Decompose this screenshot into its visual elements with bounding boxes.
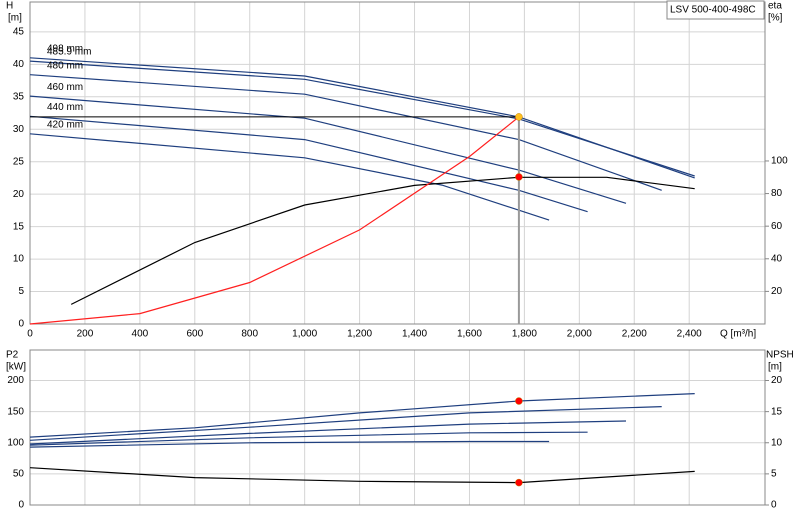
x-tick-label: 1,000 bbox=[292, 329, 317, 340]
y2-tick-label: 100 bbox=[771, 156, 788, 167]
curve bbox=[29, 95, 627, 204]
y2-tick-label: 15 bbox=[771, 406, 783, 417]
y-tick-label: 45 bbox=[13, 27, 25, 38]
y2-unit: [m] bbox=[768, 362, 782, 373]
x-label: Q [m³/h] bbox=[720, 329, 756, 340]
x-tick-label: 2,200 bbox=[622, 329, 647, 340]
curve bbox=[29, 393, 695, 438]
x-tick-label: 1,800 bbox=[512, 329, 537, 340]
curve bbox=[29, 467, 695, 484]
y-tick-label: 35 bbox=[13, 91, 25, 102]
curve-label: 440 mm bbox=[47, 102, 83, 113]
curve bbox=[29, 60, 695, 177]
curve-label: 485.9 mm bbox=[47, 47, 91, 58]
x-tick-label: 800 bbox=[241, 329, 258, 340]
x-tick-label: 600 bbox=[186, 329, 203, 340]
curve bbox=[29, 133, 550, 221]
curve bbox=[70, 176, 695, 305]
y-tick-label: 15 bbox=[13, 221, 25, 232]
operating-point bbox=[515, 173, 523, 181]
y-tick-label: 10 bbox=[13, 254, 25, 265]
curve-label: 460 mm bbox=[47, 82, 83, 93]
curve-label: 498 mm bbox=[47, 43, 83, 54]
y-tick-label: 40 bbox=[13, 59, 25, 70]
x-tick-label: 1,400 bbox=[402, 329, 427, 340]
y-tick-label: 0 bbox=[18, 319, 24, 330]
curve bbox=[29, 420, 627, 445]
curve bbox=[29, 116, 520, 325]
y2-tick-label: 60 bbox=[771, 221, 783, 232]
title-box bbox=[666, 0, 765, 20]
y2-tick-label: 5 bbox=[771, 469, 777, 480]
y-unit: [m] bbox=[8, 13, 22, 24]
curve bbox=[29, 406, 662, 441]
y-tick-label: 50 bbox=[13, 469, 25, 480]
curve bbox=[29, 74, 662, 191]
y2-tick-label: 40 bbox=[771, 253, 783, 264]
y2-label: eta bbox=[768, 1, 782, 12]
curve bbox=[29, 431, 588, 446]
y2-tick-label: 20 bbox=[771, 375, 783, 386]
y-label: H bbox=[6, 1, 13, 12]
y-tick-label: 25 bbox=[13, 156, 25, 167]
y2-tick-label: 80 bbox=[771, 188, 783, 199]
chart-title: LSV 500-400-498C bbox=[670, 5, 756, 16]
curve bbox=[29, 115, 588, 213]
plot-frame bbox=[29, 349, 766, 506]
y-tick-label: 150 bbox=[7, 406, 24, 417]
y2-label: NPSH bbox=[766, 350, 794, 361]
x-tick-label: 200 bbox=[77, 329, 94, 340]
operating-point bbox=[515, 397, 523, 405]
curve bbox=[29, 57, 695, 179]
operating-point bbox=[515, 113, 523, 121]
x-tick-label: 2,400 bbox=[677, 329, 702, 340]
plot-frame bbox=[29, 1, 766, 325]
y2-tick-label: 10 bbox=[771, 437, 783, 448]
y2-tick-label: 0 bbox=[771, 500, 777, 511]
x-tick-label: 1,200 bbox=[347, 329, 372, 340]
y-unit: [kW] bbox=[6, 362, 26, 373]
y-label: P2 bbox=[6, 350, 19, 361]
y-tick-label: 100 bbox=[7, 437, 24, 448]
x-tick-label: 1,600 bbox=[457, 329, 482, 340]
curve-label: 420 mm bbox=[47, 119, 83, 130]
curve bbox=[29, 440, 550, 448]
y-tick-label: 30 bbox=[13, 124, 25, 135]
y-tick-label: 200 bbox=[7, 375, 24, 386]
x-tick-label: 0 bbox=[27, 329, 33, 340]
x-tick-label: 400 bbox=[132, 329, 149, 340]
y-tick-label: 0 bbox=[18, 500, 24, 511]
operating-point bbox=[515, 478, 523, 487]
y-tick-label: 5 bbox=[18, 286, 24, 297]
y2-tick-label: 20 bbox=[771, 286, 783, 297]
y2-unit: [%] bbox=[768, 13, 783, 24]
y-tick-label: 20 bbox=[13, 189, 25, 200]
curve-label: 480 mm bbox=[47, 60, 83, 71]
x-tick-label: 2,000 bbox=[567, 329, 592, 340]
